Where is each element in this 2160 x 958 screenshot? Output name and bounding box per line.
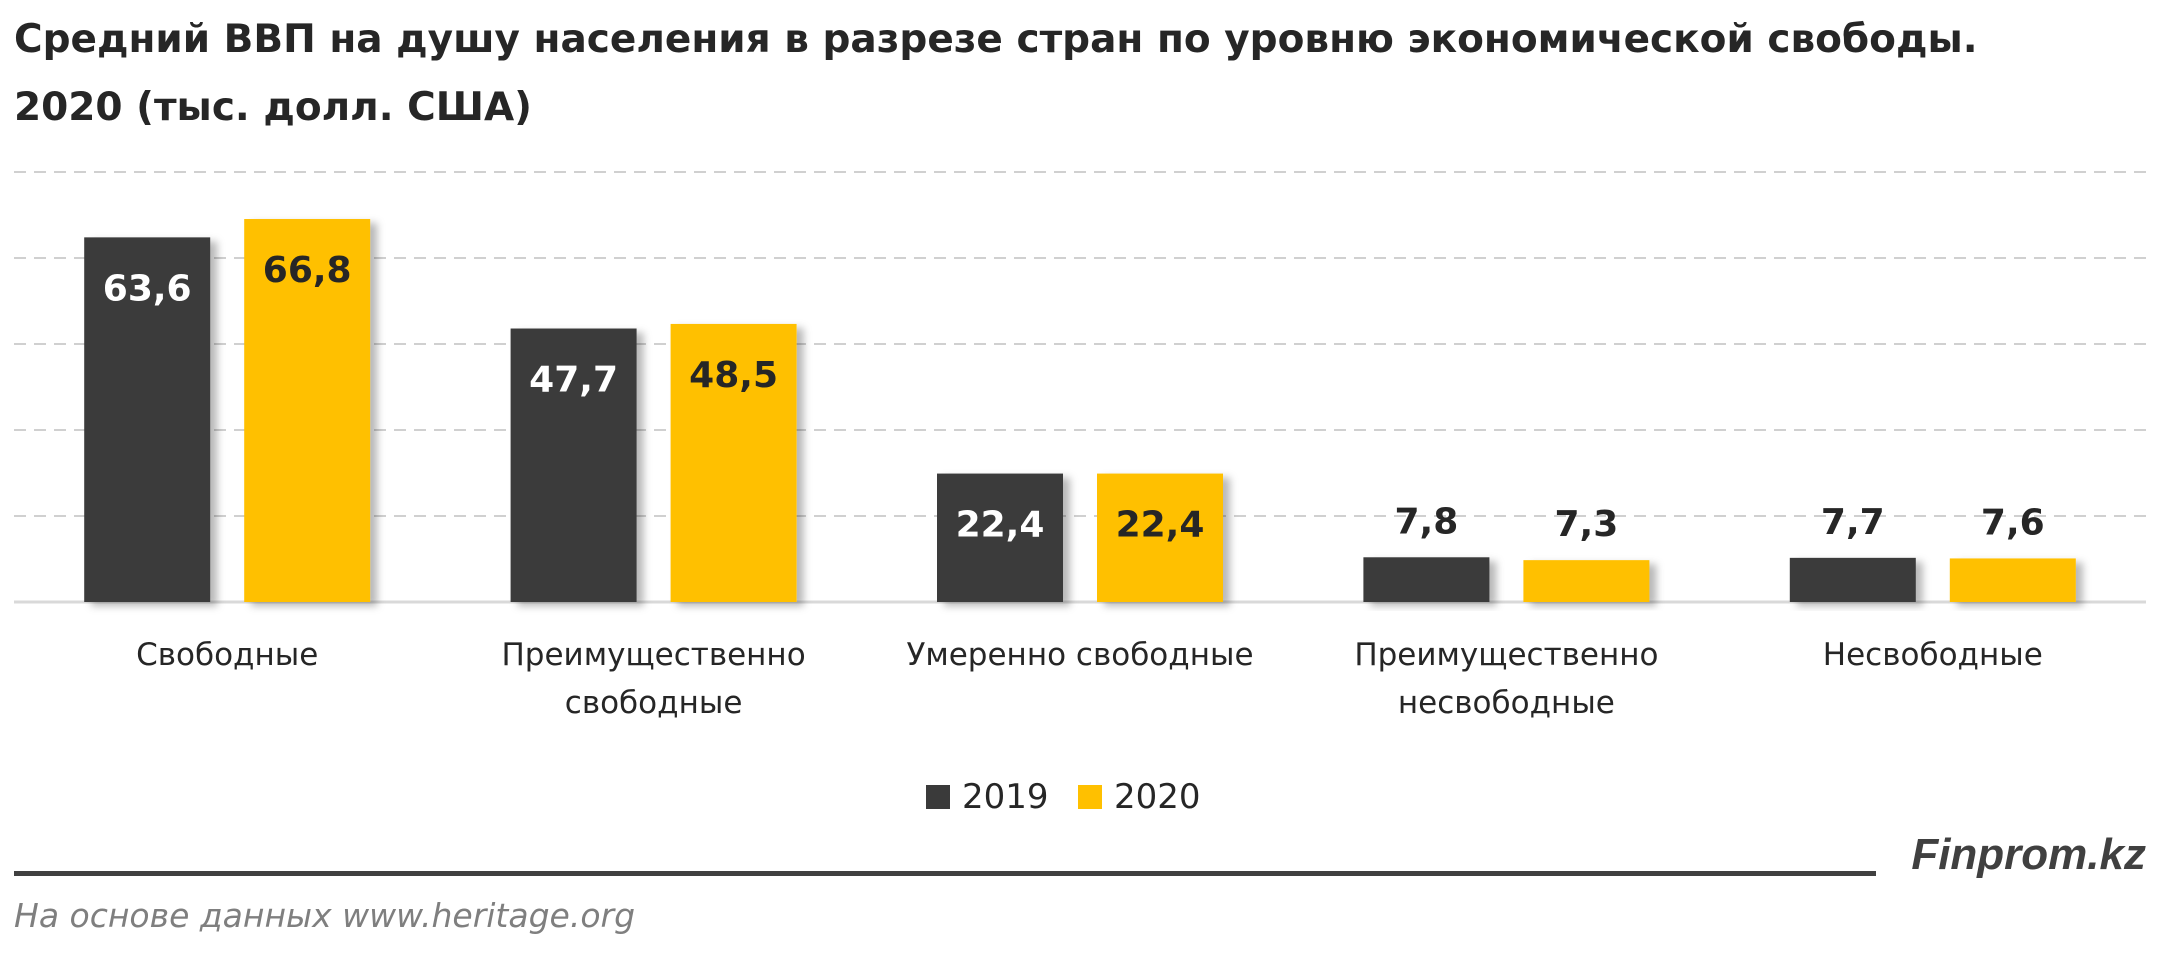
source-note: На основе данных www.heritage.org [14, 896, 636, 935]
data-label: 7,7 [1821, 502, 1885, 543]
bar-2019-0 [84, 237, 211, 603]
data-label: 66,8 [263, 250, 352, 291]
chart-title-line-1: Средний ВВП на душу населения в разрезе … [14, 17, 1978, 62]
category-label: Преимущественно [1354, 637, 1658, 673]
bar-2019-1 [510, 328, 637, 602]
data-label: 7,6 [1981, 502, 2045, 543]
data-label: 48,5 [689, 355, 778, 396]
chart-title: Средний ВВП на душу населения в разрезе … [14, 6, 2134, 142]
category-label: несвободные [1398, 685, 1615, 721]
data-label: 63,6 [103, 268, 192, 309]
legend-label-2020: 2020 [1114, 777, 1201, 817]
category-label: Преимущественно [502, 637, 806, 673]
legend-swatch-2019 [926, 785, 950, 809]
chart-title-line-2: 2020 (тыс. долл. США) [14, 85, 532, 130]
bar-2019-2 [937, 473, 1063, 602]
footer-rule [14, 871, 1876, 876]
bar-2020-0 [244, 219, 371, 602]
bar-2020-3 [1523, 560, 1650, 602]
category-label: Умеренно свободные [906, 637, 1253, 673]
data-label: 7,8 [1395, 501, 1459, 542]
data-label: 22,4 [956, 505, 1045, 546]
bar-2019-3 [1363, 557, 1490, 602]
category-label: Свободные [136, 637, 318, 673]
bar-2020-1 [670, 323, 797, 602]
bar-2020-4 [1949, 558, 2076, 602]
data-label: 7,3 [1555, 504, 1619, 545]
data-label: 47,7 [529, 360, 618, 401]
category-label: свободные [565, 685, 743, 721]
brand-logo-text: Finprom.kz [1911, 830, 2146, 879]
data-label: 22,4 [1116, 505, 1205, 546]
legend-label-2019: 2019 [962, 777, 1049, 817]
bar-2019-4 [1789, 557, 1916, 602]
bar-2020-2 [1097, 473, 1223, 602]
category-label: Несвободные [1823, 637, 2043, 673]
legend-swatch-2020 [1078, 785, 1102, 809]
